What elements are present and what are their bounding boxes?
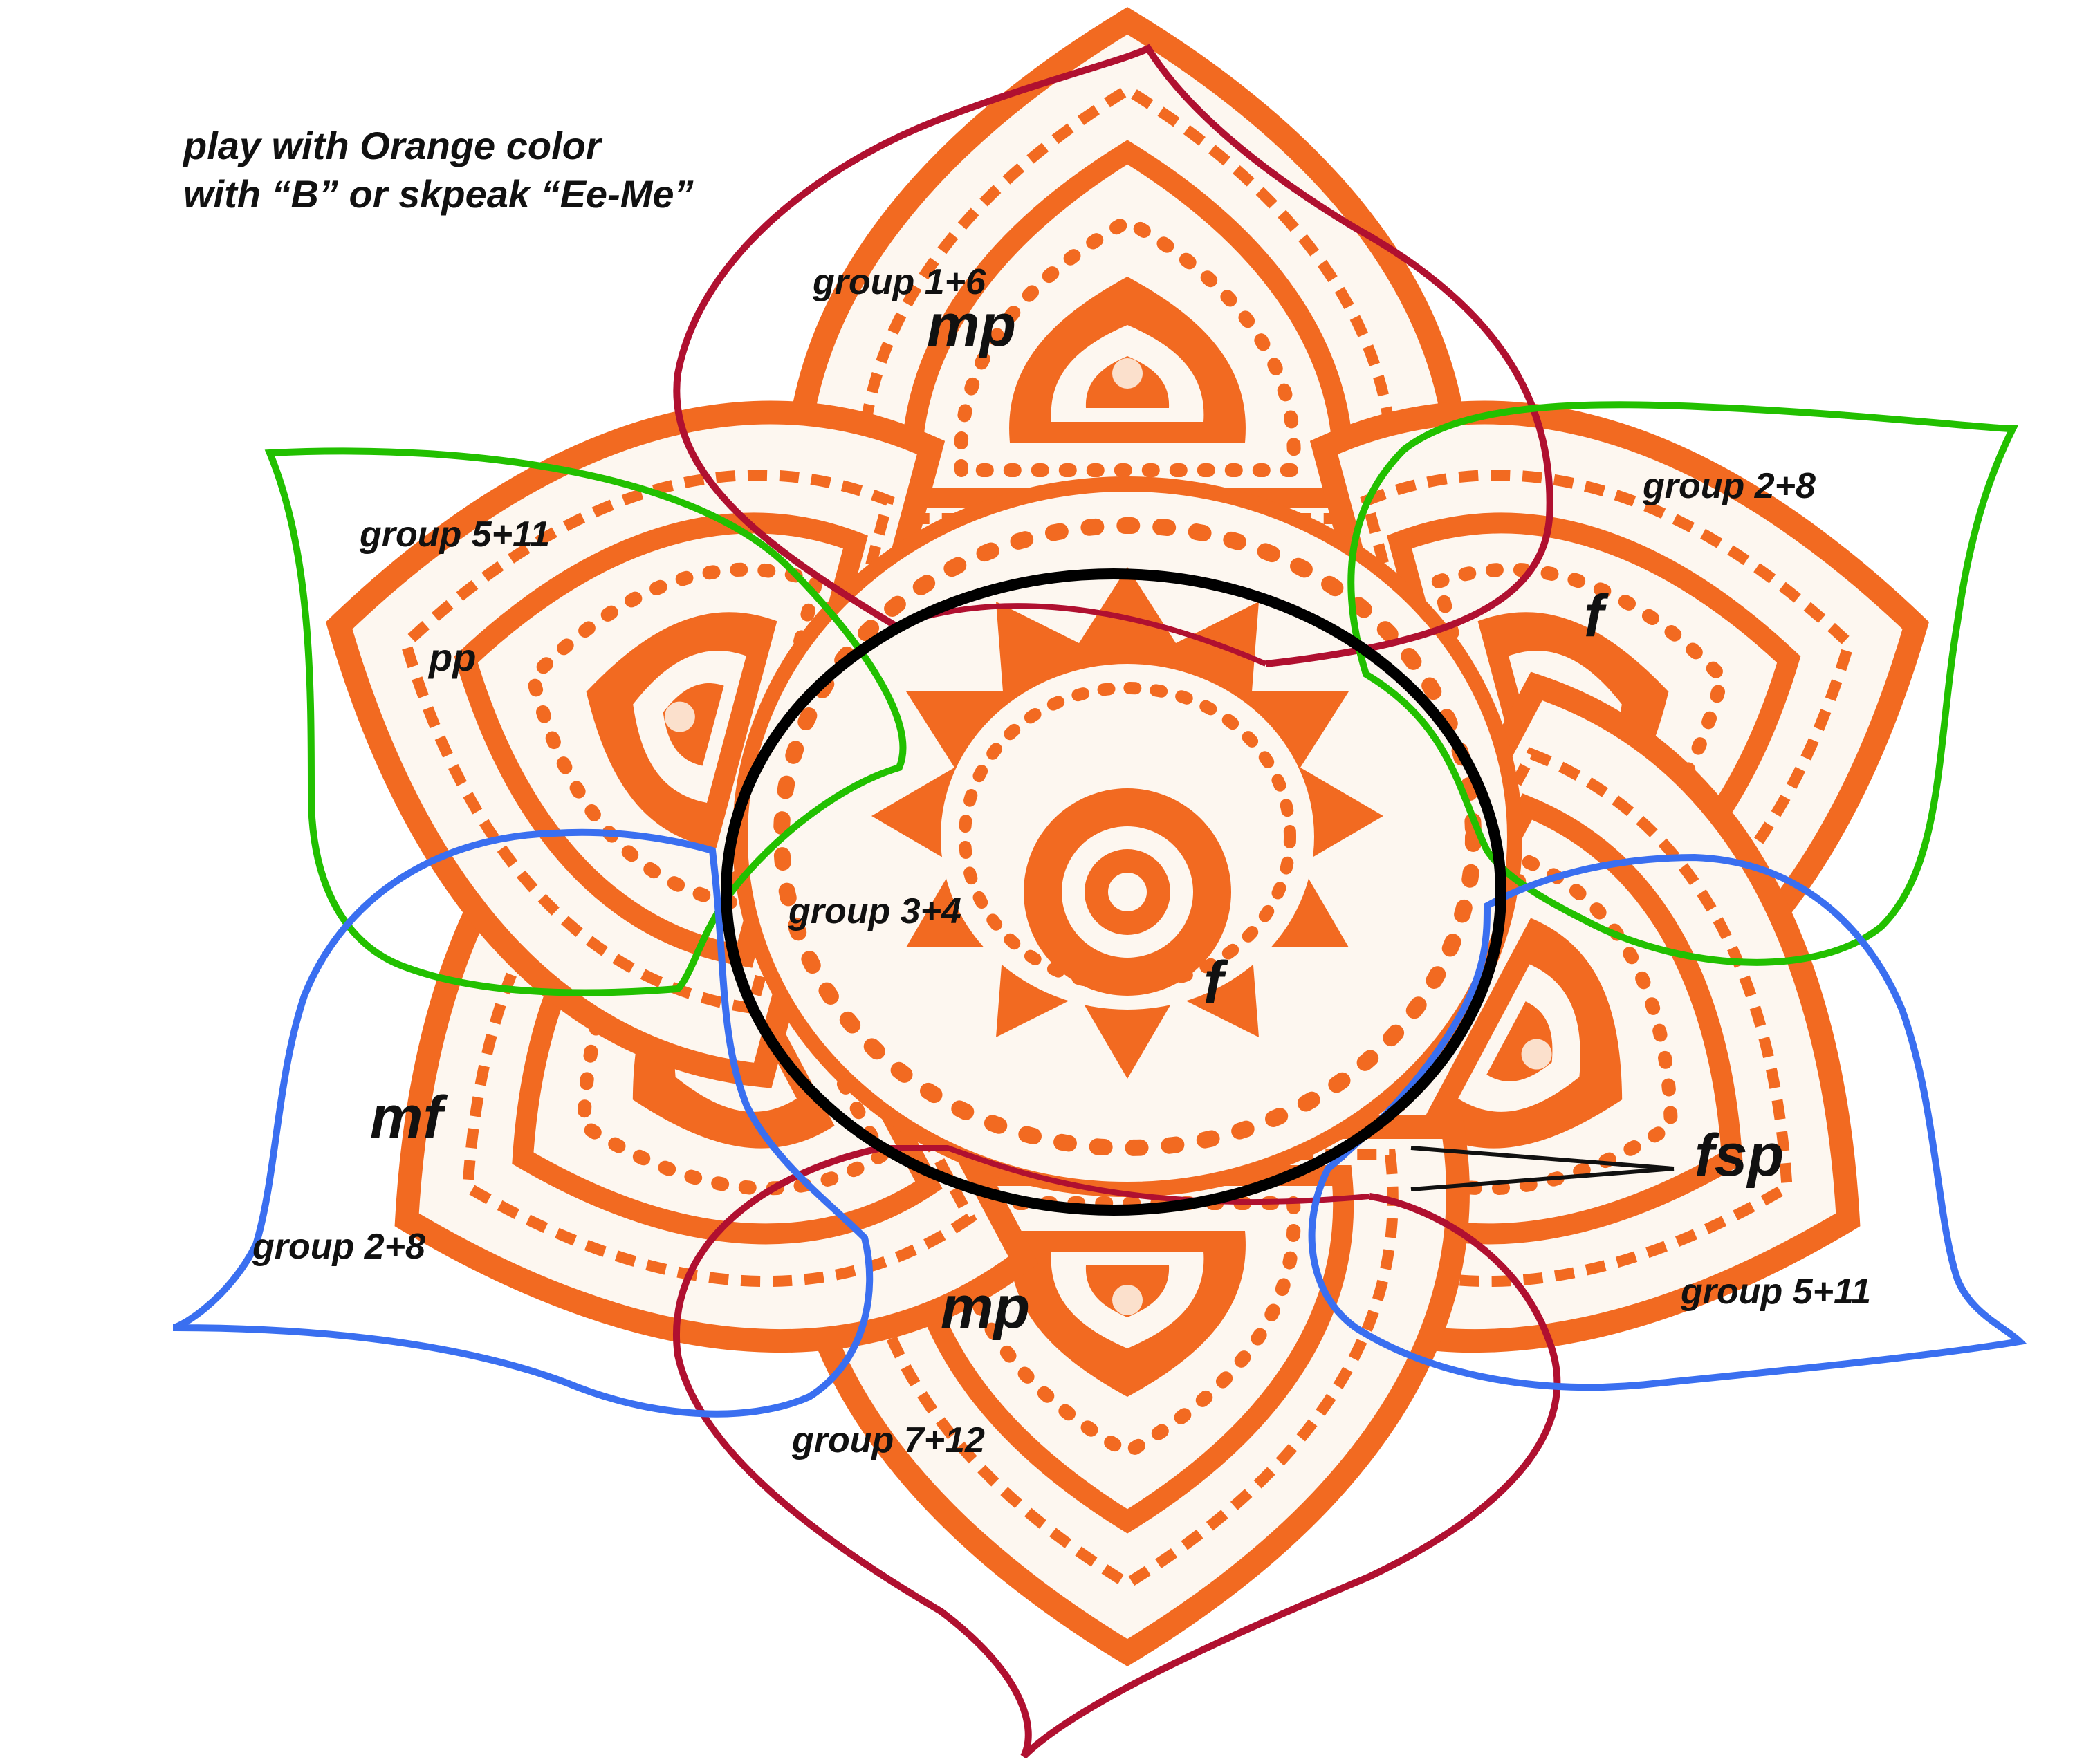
bottom-dynamic-label: mp (941, 1274, 1030, 1341)
upper-right-group-label: group 2+8 (1642, 466, 1816, 506)
lower-left-group-label: group 2+8 (252, 1227, 425, 1267)
instruction-line-1: play with Orange color (182, 124, 603, 167)
mandala-center (740, 484, 1515, 1189)
lower-right-dynamic-label: fsp (1695, 1122, 1784, 1189)
lower-right-group-label: group 5+11 (1680, 1272, 1871, 1312)
top-dynamic-label: mp (927, 293, 1016, 359)
upper-left-dynamic-label: pp (427, 635, 476, 679)
instruction-line-2: with “B” or skpeak “Ee-Me” (183, 172, 694, 216)
upper-left-group-label: group 5+11 (359, 514, 550, 555)
lower-left-dynamic-label: mf (370, 1084, 448, 1151)
bottom-group-label: group 7+12 (791, 1420, 985, 1460)
center-group-label: group 3+4 (788, 891, 961, 931)
